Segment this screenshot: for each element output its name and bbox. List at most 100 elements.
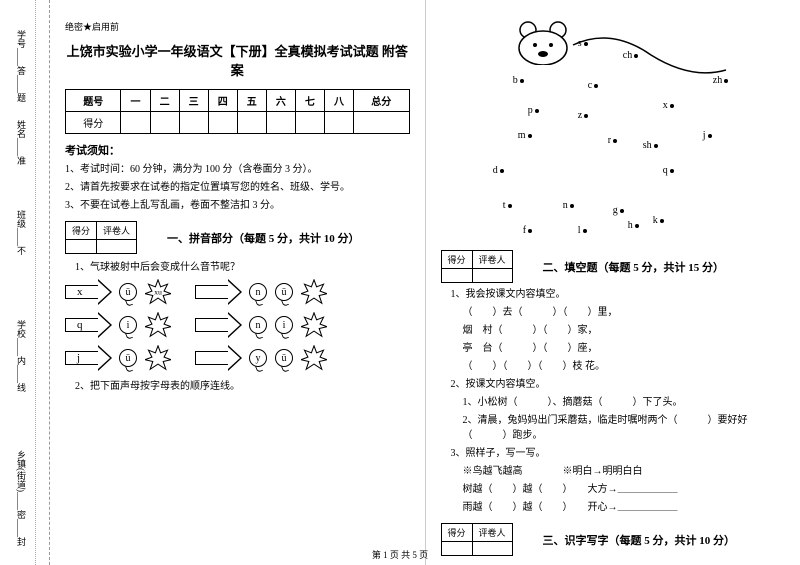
balloon-row: x ü xu n ü bbox=[65, 277, 410, 307]
arrow-icon bbox=[195, 277, 245, 307]
th: 三 bbox=[179, 90, 208, 112]
section-3-title: 三、识字写字（每题 5 分，共计 10 分） bbox=[543, 532, 736, 548]
fill-line: （ ）（ ）（ ）枝 花。 bbox=[463, 359, 786, 374]
margin-label-name: 姓名____准 bbox=[15, 120, 28, 165]
page-footer: 第 1 页 共 5 页 bbox=[0, 548, 800, 561]
left-column: 绝密★启用前 上饶市实验小学一年级语文【下册】全真模拟考试试题 附答案 题号 一… bbox=[50, 0, 426, 565]
star-icon bbox=[301, 312, 327, 338]
margin-label-town: 乡镇(街道)____密____封 bbox=[15, 450, 28, 546]
dot-label: d bbox=[493, 165, 506, 176]
star-icon bbox=[145, 345, 171, 371]
curve-line bbox=[571, 35, 731, 80]
fill-line: 树越（ ）越（ ） 大方→＿＿＿＿＿＿ bbox=[463, 482, 786, 497]
fill-line: 1、小松树（ ）、摘蘑菇（ ）下了头。 bbox=[463, 395, 786, 410]
balloon: n bbox=[249, 316, 267, 334]
dot-label: sh bbox=[643, 140, 660, 151]
paper-title: 上饶市实验小学一年级语文【下册】全真模拟考试试题 附答案 bbox=[65, 41, 410, 79]
th: 题号 bbox=[66, 90, 121, 112]
th: 四 bbox=[208, 90, 237, 112]
balloon: y bbox=[249, 349, 267, 367]
section-2-title: 二、填空题（每题 5 分，共计 15 分） bbox=[543, 259, 725, 275]
arrow-icon: x bbox=[65, 277, 115, 307]
th: 六 bbox=[266, 90, 295, 112]
margin-label-number: 学号____答____题 bbox=[15, 30, 28, 102]
section-2-head: 得分评卷人 二、填空题（每题 5 分，共计 15 分） bbox=[441, 250, 786, 283]
arrow-icon: q bbox=[65, 310, 115, 340]
star-icon: xu bbox=[145, 279, 171, 305]
dot-label: h bbox=[628, 220, 641, 231]
section-1-head: 得分评卷人 一、拼音部分（每题 5 分，共计 10 分） bbox=[65, 221, 410, 254]
th: 总分 bbox=[353, 90, 409, 112]
dotted-line bbox=[35, 0, 36, 565]
star-icon bbox=[301, 279, 327, 305]
score-box: 得分评卷人 bbox=[441, 250, 513, 283]
score-value-row: 得分 bbox=[66, 112, 410, 134]
fill-line: （ ）去（ ）（ ）里， bbox=[463, 305, 786, 320]
bear-head-icon bbox=[513, 20, 573, 65]
fill-example: ※鸟越飞越高 ※明白→明明白白 bbox=[463, 464, 786, 479]
balloon: n bbox=[249, 283, 267, 301]
th: 七 bbox=[295, 90, 324, 112]
dot-label: t bbox=[503, 200, 514, 211]
star-icon bbox=[145, 312, 171, 338]
arrow-icon bbox=[195, 343, 245, 373]
arrow-icon: j bbox=[65, 343, 115, 373]
dot-label: l bbox=[578, 225, 589, 236]
dot-label: q bbox=[663, 165, 676, 176]
arrow-icon bbox=[195, 310, 245, 340]
dot-label: b bbox=[513, 75, 526, 86]
dot-label: p bbox=[528, 105, 541, 116]
binding-margin: 学号____答____题 姓名____准 班级____不 学校____内____… bbox=[0, 0, 50, 565]
margin-label-class: 班级____不 bbox=[15, 210, 28, 255]
notice-item: 3、不要在试卷上乱写乱画，卷面不整洁扣 3 分。 bbox=[65, 199, 410, 213]
fill-line: 亭 台（ ）（ ）座， bbox=[463, 341, 786, 356]
q1-text: 1、气球被射中后会变成什么音节呢？ bbox=[75, 258, 410, 273]
th: 一 bbox=[121, 90, 150, 112]
score-header-row: 题号 一 二 三 四 五 六 七 八 总分 bbox=[66, 90, 410, 112]
score-box: 得分评卷人 bbox=[65, 221, 137, 254]
balloon: ü bbox=[119, 349, 137, 367]
balloon-row: q i n i bbox=[65, 310, 410, 340]
dot-label: r bbox=[608, 135, 619, 146]
margin-label-school: 学校____内____线 bbox=[15, 320, 28, 392]
fill-line: 2、清晨，兔妈妈出门采蘑菇，临走时嘱咐两个（ ）要好好（ ）跑步。 bbox=[463, 413, 786, 443]
th: 二 bbox=[150, 90, 179, 112]
th: 五 bbox=[237, 90, 266, 112]
connect-dots-figure: s ch b c zh p z x m r sh j d q t n g f l h k bbox=[463, 20, 763, 240]
dot-label: zh bbox=[713, 75, 730, 86]
fill-line: 雨越（ ）越（ ） 开心→＿＿＿＿＿＿ bbox=[463, 500, 786, 515]
dot-label: c bbox=[588, 80, 600, 91]
balloon-rows: x ü xu n ü q i n i j bbox=[65, 277, 410, 373]
dot-label: k bbox=[653, 215, 666, 226]
dot-label: j bbox=[703, 130, 714, 141]
fill-q1: 1、我会按课文内容填空。 bbox=[451, 287, 786, 302]
balloon: ü bbox=[275, 283, 293, 301]
balloon: i bbox=[275, 316, 293, 334]
dot-label: m bbox=[518, 130, 534, 141]
fill-q3: 3、照样子，写一写。 bbox=[451, 446, 786, 461]
balloon-row: j ü y ü bbox=[65, 343, 410, 373]
fill-line: 烟 村（ ）（ ）家， bbox=[463, 323, 786, 338]
balloon: ü bbox=[119, 283, 137, 301]
dot-label: s bbox=[578, 38, 590, 49]
right-column: s ch b c zh p z x m r sh j d q t n g f l h k 得分评卷人 二、填空题（每题 … bbox=[426, 0, 800, 565]
th: 八 bbox=[324, 90, 353, 112]
star-icon bbox=[301, 345, 327, 371]
td: 得分 bbox=[66, 112, 121, 134]
svg-text:xu: xu bbox=[154, 288, 162, 297]
notice-title: 考试须知： bbox=[65, 142, 410, 158]
dot-label: n bbox=[563, 200, 576, 211]
notice-item: 1、考试时间：60 分钟，满分为 100 分（含卷面分 3 分）。 bbox=[65, 163, 410, 177]
section-1-title: 一、拼音部分（每题 5 分，共计 10 分） bbox=[167, 230, 360, 246]
notice-item: 2、请首先按要求在试卷的指定位置填写您的姓名、班级、学号。 bbox=[65, 181, 410, 195]
dot-label: ch bbox=[623, 50, 640, 61]
dot-label: g bbox=[613, 205, 626, 216]
score-table: 题号 一 二 三 四 五 六 七 八 总分 得分 bbox=[65, 89, 410, 134]
dot-label: z bbox=[578, 110, 590, 121]
dot-label: x bbox=[663, 100, 676, 111]
q2-text: 2、把下面声母按字母表的顺序连线。 bbox=[75, 377, 410, 392]
secret-label: 绝密★启用前 bbox=[65, 20, 410, 33]
balloon: ü bbox=[275, 349, 293, 367]
dot-label: f bbox=[523, 225, 534, 236]
fill-q2: 2、按课文内容填空。 bbox=[451, 377, 786, 392]
